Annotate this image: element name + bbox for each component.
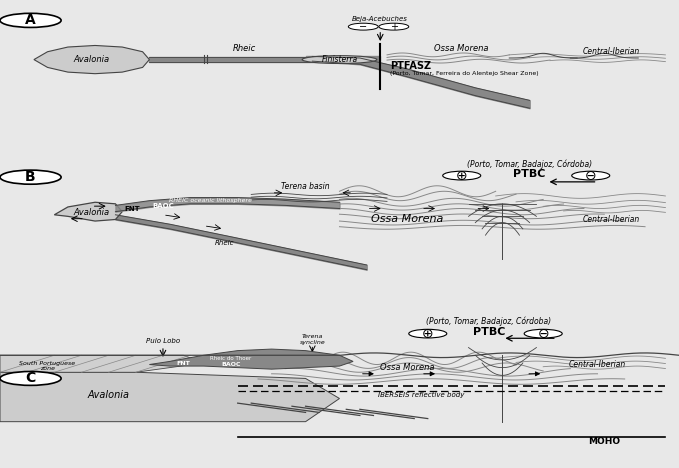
Text: PTFASZ: PTFASZ: [390, 61, 432, 71]
Polygon shape: [149, 57, 217, 62]
Text: Central-Iberian: Central-Iberian: [569, 360, 626, 369]
Circle shape: [409, 329, 447, 338]
Text: (Porto, Tomar, Badajoz, Córdoba): (Porto, Tomar, Badajoz, Córdoba): [426, 316, 551, 326]
Polygon shape: [34, 45, 149, 73]
Circle shape: [524, 329, 562, 338]
Text: (Porto, Tomar, Badajoz, Córdoba): (Porto, Tomar, Badajoz, Córdoba): [467, 160, 592, 169]
Text: Avalonia: Avalonia: [73, 55, 110, 64]
Text: Finisterra: Finisterra: [321, 55, 358, 64]
Text: ⊕: ⊕: [422, 327, 434, 341]
Text: Pulo Lobo: Pulo Lobo: [146, 338, 180, 344]
Text: −: −: [359, 22, 367, 32]
Text: +: +: [390, 22, 398, 32]
Circle shape: [443, 171, 481, 180]
Text: FNT: FNT: [124, 206, 141, 212]
Text: A: A: [25, 14, 36, 28]
Text: Beja-Acebuches: Beja-Acebuches: [352, 16, 408, 22]
Text: FNT: FNT: [177, 361, 190, 366]
Circle shape: [0, 13, 61, 28]
Text: MOHO: MOHO: [588, 437, 621, 446]
Text: Rheic: Rheic: [233, 44, 256, 53]
Text: (Porto, Tomar, Ferreira do Alentejo Shear Zone): (Porto, Tomar, Ferreira do Alentejo Shea…: [390, 71, 539, 76]
Polygon shape: [54, 202, 122, 221]
Text: BAOC: BAOC: [221, 362, 240, 367]
Text: Terena basin: Terena basin: [281, 182, 330, 191]
Text: Ossa Morena: Ossa Morena: [380, 363, 435, 372]
Text: Rheic: Rheic: [215, 240, 234, 246]
Polygon shape: [0, 372, 340, 422]
Circle shape: [379, 23, 409, 30]
Text: Central-Iberian: Central-Iberian: [583, 47, 640, 56]
Text: ⊕: ⊕: [456, 168, 468, 183]
Ellipse shape: [302, 56, 377, 64]
Text: RHEIC oceanic lithosphere: RHEIC oceanic lithosphere: [169, 198, 252, 203]
Circle shape: [0, 170, 61, 184]
Text: ⊖: ⊖: [537, 327, 549, 341]
Text: Ossa Morena: Ossa Morena: [371, 214, 443, 225]
Text: South Portuguese
zone: South Portuguese zone: [20, 361, 75, 372]
Text: Ossa Morena: Ossa Morena: [435, 44, 489, 53]
Text: C: C: [25, 372, 36, 386]
Circle shape: [348, 23, 378, 30]
Text: PTBC: PTBC: [513, 169, 546, 179]
Circle shape: [572, 171, 610, 180]
Text: B: B: [25, 170, 36, 184]
Text: Avalonia: Avalonia: [88, 390, 130, 401]
Polygon shape: [149, 349, 353, 369]
Polygon shape: [0, 355, 204, 372]
Text: Rheic do Thoer: Rheic do Thoer: [210, 356, 251, 361]
Text: IBERSEIS reflective body: IBERSEIS reflective body: [378, 392, 464, 398]
Text: Avalonia: Avalonia: [73, 208, 110, 217]
Text: Terena
syncline: Terena syncline: [299, 335, 325, 345]
Text: ⊖: ⊖: [585, 168, 597, 183]
Circle shape: [0, 372, 61, 385]
Text: BAOC: BAOC: [152, 203, 174, 209]
Text: PTBC: PTBC: [473, 327, 505, 337]
Text: Central-Iberian: Central-Iberian: [583, 215, 640, 224]
